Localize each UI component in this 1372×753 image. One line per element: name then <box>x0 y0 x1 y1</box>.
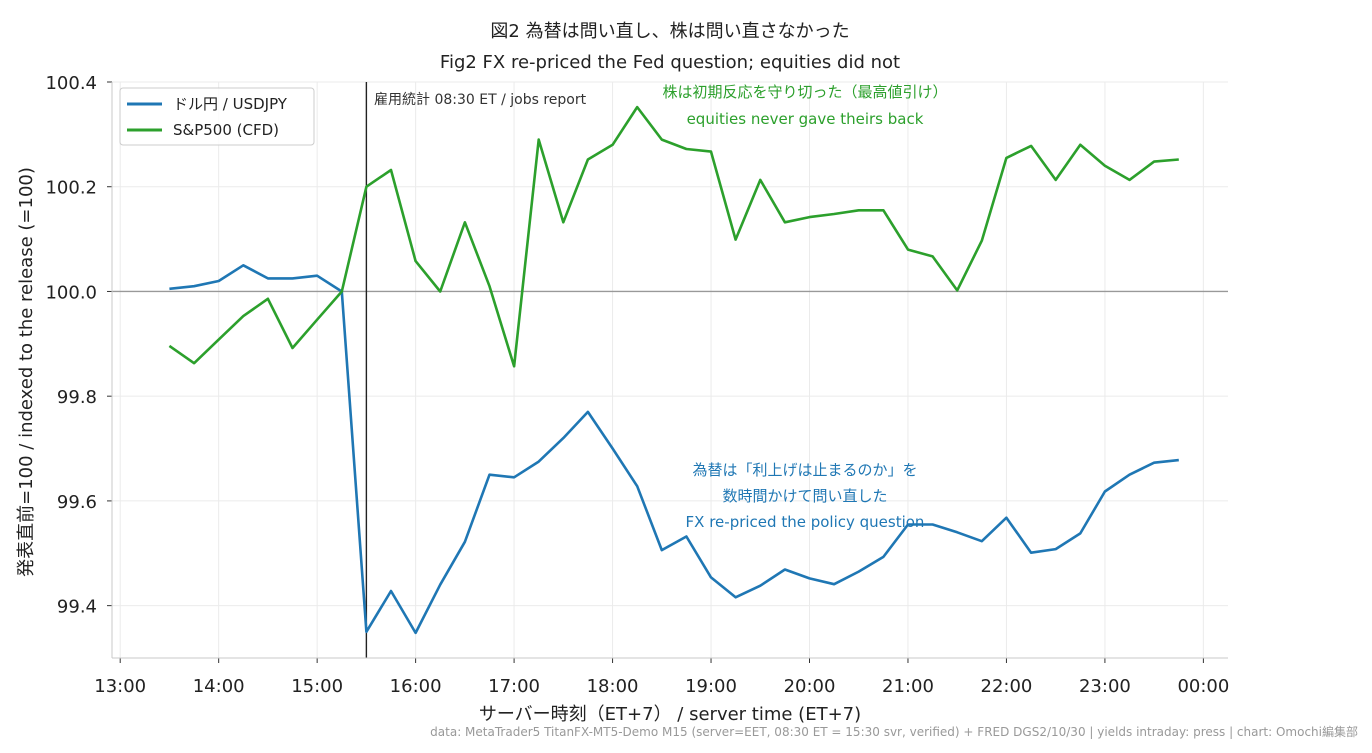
y-tick-label: 100.0 <box>45 282 97 303</box>
source-note: data: MetaTrader5 TitanFX-MT5-Demo M15 (… <box>430 724 1358 739</box>
x-tick-label: 16:00 <box>390 676 442 697</box>
x-tick-label: 23:00 <box>1079 676 1131 697</box>
y-axis-label: 発表直前=100 / indexed to the release (=100) <box>16 167 37 577</box>
x-tick-label: 22:00 <box>981 676 1033 697</box>
fx-annotation-line1: 為替は「利上げは止まるのか」を <box>692 461 917 479</box>
y-tick-label: 100.2 <box>45 178 97 199</box>
fx-annotation-line3: FX re-priced the policy question <box>686 513 925 531</box>
legend-box <box>119 87 315 146</box>
legend-label-sp500: S&P500 (CFD) <box>173 121 279 139</box>
x-axis-label: サーバー時刻（ET+7） / server time (ET+7) <box>479 704 861 725</box>
legend-label-usdjpy: ドル円 / USDJPY <box>173 95 288 113</box>
x-tick-label: 17:00 <box>488 676 540 697</box>
fx-annotation-line2: 数時間かけて問い直した <box>722 487 887 505</box>
plot-series <box>168 105 1179 635</box>
y-tick-label: 99.8 <box>57 387 97 408</box>
x-tick-label: 14:00 <box>193 676 245 697</box>
x-tick-label: 20:00 <box>784 676 836 697</box>
legend: ドル円 / USDJPY S&P500 (CFD) <box>119 87 315 146</box>
chart-subtitle: Fig2 FX re-priced the Fed question; equi… <box>440 52 900 73</box>
x-tick-label: 15:00 <box>291 676 343 697</box>
x-tick-label: 00:00 <box>1177 676 1229 697</box>
x-tick-label: 13:00 <box>94 676 146 697</box>
y-tick-label: 99.4 <box>57 597 97 618</box>
chart-title: 図2 為替は問い直し、株は問い直さなかった <box>490 21 849 42</box>
x-tick-label: 21:00 <box>882 676 934 697</box>
x-tick-label: 18:00 <box>587 676 639 697</box>
equities-annotation-line2: equities never gave theirs back <box>687 110 924 128</box>
event-label: 雇用統計 08:30 ET / jobs report <box>374 91 587 108</box>
equities-annotation-line1: 株は初期反応を守り切った（最高値引け） <box>662 83 947 101</box>
series-line-usdjpy <box>169 263 1179 635</box>
y-tick-label: 100.4 <box>45 73 97 94</box>
axes: 13:00 14:00 15:00 16:00 17:00 18:00 19:00 20:00… <box>45 73 1229 697</box>
y-tick-label: 99.6 <box>57 492 97 513</box>
series-line-sp500 <box>168 105 1179 368</box>
x-tick-label: 19:00 <box>685 676 737 697</box>
grid <box>112 81 1228 658</box>
reference-lines <box>112 82 1228 658</box>
